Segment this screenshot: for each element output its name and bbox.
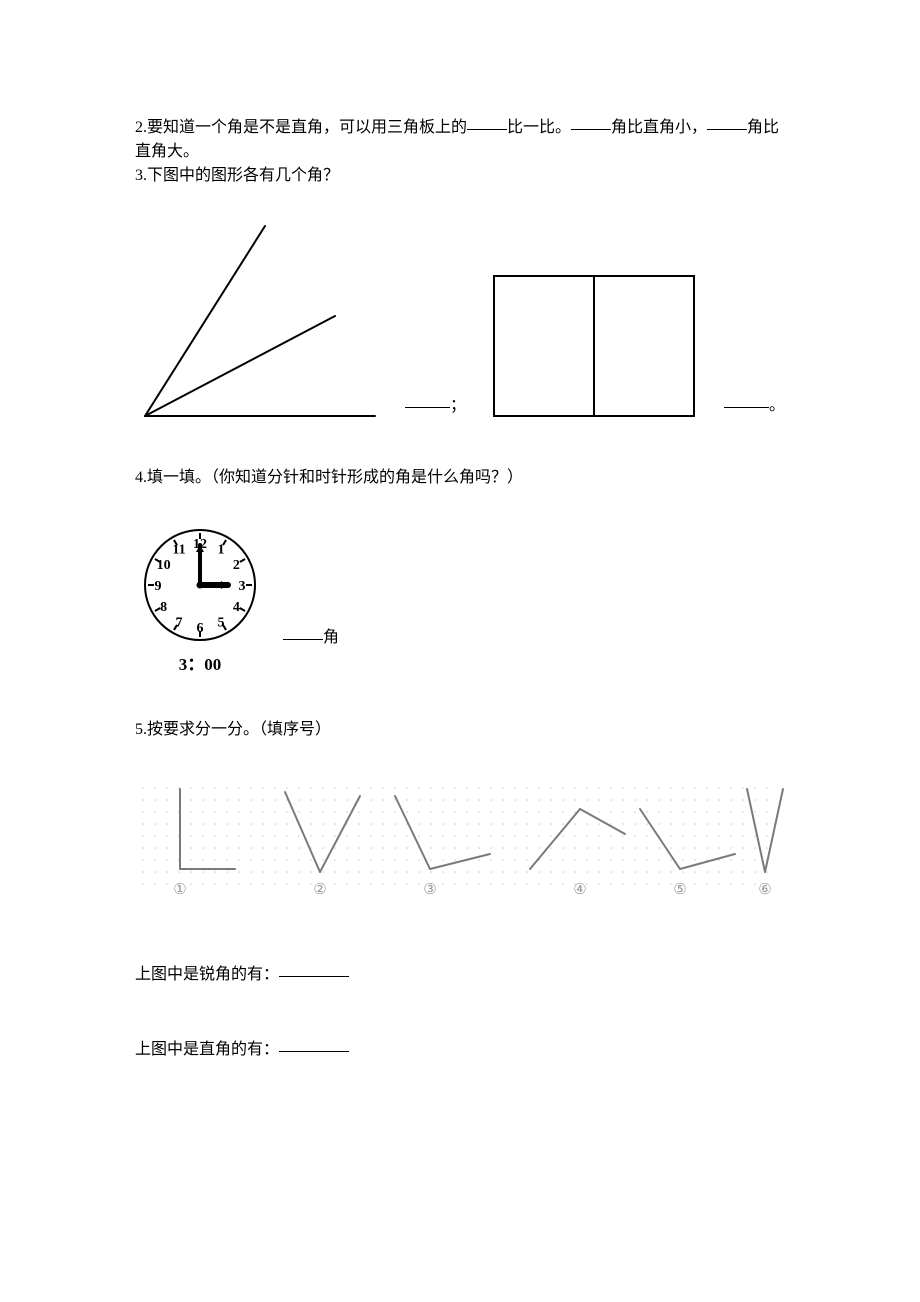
q4-prefix: 4. bbox=[135, 469, 147, 486]
q5-angle-strip: ① ② ③ ④ ⑤ ⑥ bbox=[135, 774, 785, 914]
q2-prefix: 2. bbox=[135, 119, 147, 136]
q3-figure-rect bbox=[484, 266, 704, 426]
q5-line-right: 上图中是直角的有： bbox=[135, 1037, 785, 1062]
q4-suffix: 角 bbox=[323, 629, 339, 646]
svg-text:8: 8 bbox=[160, 600, 167, 615]
q5-line1-text: 上图中是锐角的有： bbox=[135, 966, 279, 983]
question-4: 4.填一填。（你知道分针和时针形成的角是什么角吗？） bbox=[135, 466, 785, 490]
q5-angle-strip-wrap: ① ② ③ ④ ⑤ ⑥ bbox=[135, 774, 785, 922]
q5-prefix: 5. bbox=[135, 721, 147, 738]
svg-text:4: 4 bbox=[233, 600, 240, 615]
clock-icon: 121234567891011 bbox=[135, 520, 265, 650]
q3-blank-2[interactable] bbox=[724, 391, 769, 408]
clock-wrap: 121234567891011 3：00 bbox=[135, 520, 265, 678]
q3-text: 下图中的图形各有几个角？ bbox=[147, 167, 339, 184]
q2-seg2: 比一比。 bbox=[507, 119, 571, 136]
svg-text:9: 9 bbox=[155, 579, 162, 594]
q3-figure-row: ； 。 bbox=[135, 216, 785, 426]
q3-figure-rays bbox=[135, 216, 385, 426]
q5-line-acute: 上图中是锐角的有： bbox=[135, 962, 785, 987]
spacer bbox=[135, 987, 785, 1037]
q5-line2-text: 上图中是直角的有： bbox=[135, 1041, 279, 1058]
svg-text:⑤: ⑤ bbox=[673, 882, 686, 898]
svg-text:3: 3 bbox=[239, 579, 246, 594]
svg-text:7: 7 bbox=[176, 615, 183, 630]
svg-text:2: 2 bbox=[233, 558, 240, 573]
q3-blank-1[interactable] bbox=[405, 391, 450, 408]
q3-prefix: 3. bbox=[135, 167, 147, 184]
question-5: 5.按要求分一分。（填序号） bbox=[135, 718, 785, 742]
q2-seg3: 角比直角小， bbox=[611, 119, 707, 136]
q2-blank-1[interactable] bbox=[467, 113, 507, 130]
clock-time-label: 3：00 bbox=[179, 652, 222, 678]
svg-text:②: ② bbox=[313, 882, 326, 898]
question-3: 3.下图中的图形各有几个角？ bbox=[135, 164, 785, 188]
question-2: 2.要知道一个角是不是直角，可以用三角板上的比一比。角比直角小，角比直角大。 bbox=[135, 115, 785, 164]
q4-clock-block: 121234567891011 3：00 角 bbox=[135, 520, 785, 678]
svg-text:11: 11 bbox=[172, 543, 185, 558]
q2-blank-2[interactable] bbox=[571, 113, 611, 130]
q4-blank[interactable] bbox=[283, 623, 323, 640]
worksheet-page: 2.要知道一个角是不是直角，可以用三角板上的比一比。角比直角小，角比直角大。 3… bbox=[0, 0, 920, 1122]
q2-blank-3[interactable] bbox=[707, 113, 747, 130]
svg-text:③: ③ bbox=[423, 882, 436, 898]
svg-text:6: 6 bbox=[197, 621, 204, 636]
svg-text:5: 5 bbox=[218, 615, 225, 630]
q3-blank1-tail: ； bbox=[450, 397, 466, 414]
svg-text:1: 1 bbox=[218, 543, 225, 558]
q4-text: 填一填。（你知道分针和时针形成的角是什么角吗？） bbox=[147, 469, 523, 486]
svg-text:⑥: ⑥ bbox=[758, 882, 771, 898]
svg-text:④: ④ bbox=[573, 882, 586, 898]
q2-seg1: 要知道一个角是不是直角，可以用三角板上的 bbox=[147, 119, 467, 136]
svg-text:10: 10 bbox=[157, 558, 171, 573]
q3-blank2-tail: 。 bbox=[769, 397, 785, 414]
q5-blank-acute[interactable] bbox=[279, 960, 349, 977]
q5-text: 按要求分一分。（填序号） bbox=[147, 721, 331, 738]
q5-blank-right[interactable] bbox=[279, 1035, 349, 1052]
svg-text:①: ① bbox=[173, 882, 186, 898]
